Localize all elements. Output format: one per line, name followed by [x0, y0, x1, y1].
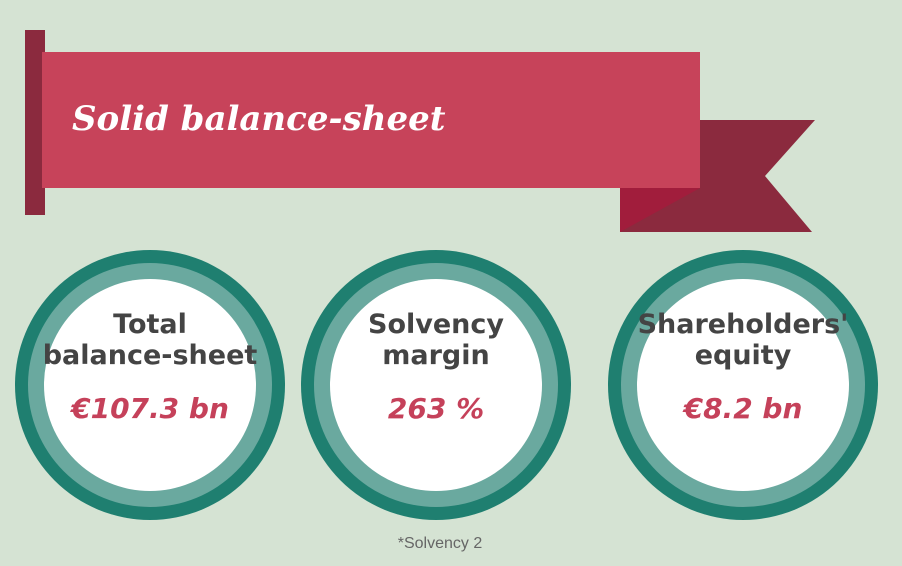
item-label: equity — [695, 340, 792, 371]
circle-inner — [44, 279, 256, 491]
title: Solid balance-sheet — [72, 99, 446, 139]
item-label: margin — [382, 340, 489, 371]
item-label: Shareholders' — [638, 309, 849, 340]
footnote: *Solvency 2 — [398, 535, 483, 552]
circle-inner — [330, 279, 542, 491]
item-value: 263 % — [388, 392, 484, 425]
item-label: Solvency — [368, 309, 504, 340]
ribbon-fold — [620, 188, 700, 232]
ribbon-edge — [25, 30, 45, 215]
item-value: €107.3 bn — [69, 392, 229, 425]
circle-inner — [637, 279, 849, 491]
item-label: Total — [113, 309, 187, 340]
ribbon — [42, 52, 700, 188]
item-label: balance-sheet — [43, 340, 258, 371]
item-value: €8.2 bn — [682, 392, 803, 425]
